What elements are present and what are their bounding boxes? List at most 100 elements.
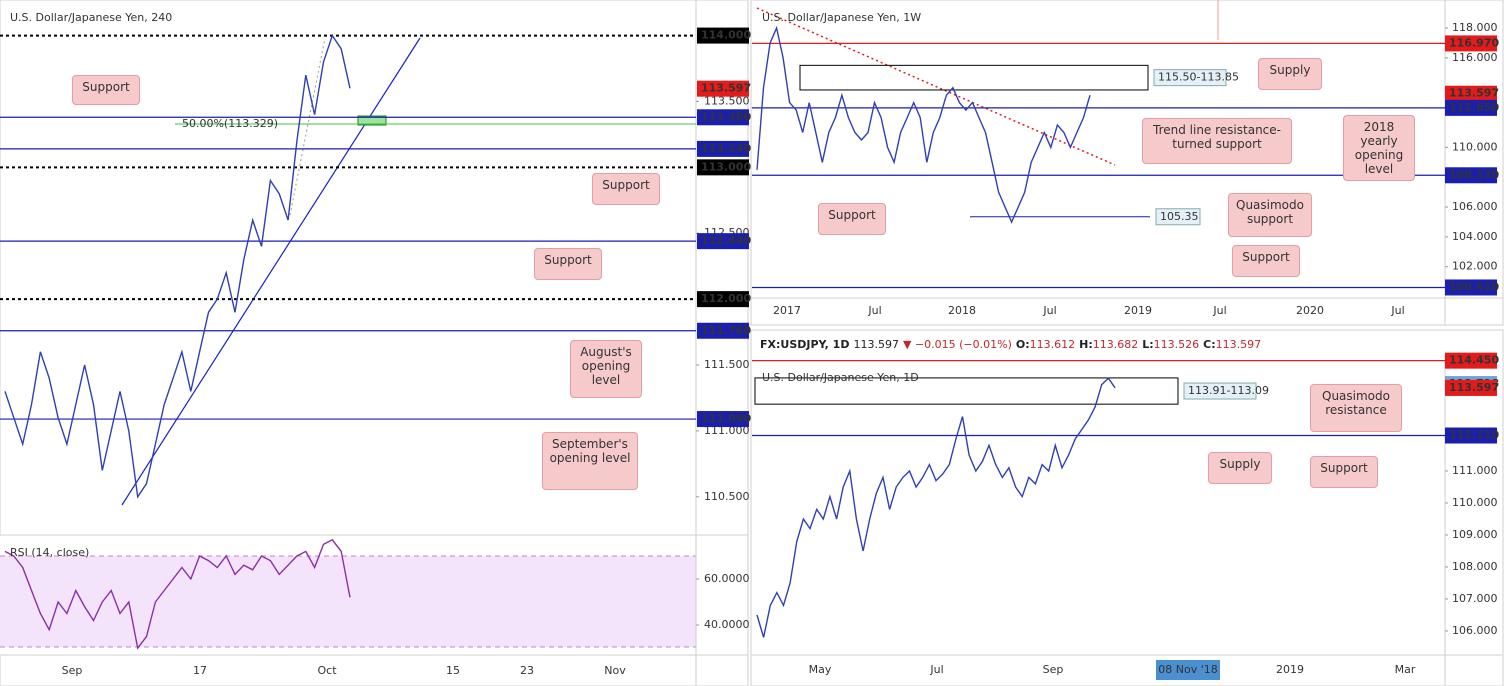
y-tick-label: 108.000 bbox=[1452, 560, 1498, 573]
x-tick-label: Nov bbox=[604, 664, 626, 677]
x-tick-label: 2017 bbox=[773, 304, 801, 317]
y-tick-label: 113.500 bbox=[704, 94, 750, 107]
callout: Trend line resistance-turned support bbox=[1142, 118, 1292, 164]
x-tick-label: Jul bbox=[1042, 304, 1056, 317]
price-line bbox=[756, 377, 1116, 638]
y-tick-label: 60.0000 bbox=[704, 572, 750, 585]
level-label: 114.000 bbox=[701, 29, 751, 42]
last-price: 113.597 bbox=[853, 338, 899, 351]
zone-label: 115.50-113.85 bbox=[1158, 71, 1239, 84]
x-tick-label: Jul bbox=[1390, 304, 1404, 317]
callout: September's opening level bbox=[542, 432, 638, 490]
level-label-box bbox=[697, 80, 749, 97]
y-tick-label: 110.000 bbox=[1452, 140, 1498, 153]
x-tick-label: 2018 bbox=[948, 304, 976, 317]
x-tick-label: 08 Nov '18 bbox=[1158, 663, 1217, 676]
rsi-band bbox=[0, 556, 696, 647]
y-tick-label: 106.000 bbox=[1452, 200, 1498, 213]
level-label: 112.000 bbox=[701, 292, 751, 305]
chart-title: U.S. Dollar/Japanese Yen, 1D bbox=[762, 371, 919, 384]
level-label: 105.35 bbox=[1160, 210, 1199, 223]
ohlc-value: 113.597 bbox=[1216, 338, 1262, 351]
callout: Support bbox=[534, 248, 602, 280]
cursor-date-box bbox=[1156, 660, 1220, 680]
callout: Support bbox=[1310, 456, 1378, 488]
y-tick-label: 102.000 bbox=[1452, 260, 1498, 273]
y-tick-label: 111.000 bbox=[1452, 464, 1498, 477]
y-tick-label: 40.0000 bbox=[704, 618, 750, 631]
level-label-box bbox=[697, 291, 749, 308]
y-tick-label: 110.500 bbox=[704, 490, 750, 503]
level-label: 113.380 bbox=[701, 110, 751, 123]
level-label: 114.450 bbox=[1449, 354, 1499, 367]
ohlc-label: O: bbox=[1016, 338, 1030, 351]
level-label: 113.597 bbox=[701, 82, 751, 95]
trend-line bbox=[756, 7, 1116, 166]
chart-title: U.S. Dollar/Japanese Yen, 240 bbox=[10, 11, 172, 24]
x-tick-label: Jul bbox=[929, 663, 943, 676]
x-tick-label: 2019 bbox=[1124, 304, 1152, 317]
x-tick-label: Jul bbox=[1212, 304, 1226, 317]
level-label-box bbox=[1445, 99, 1497, 116]
symbol: FX:USDJPY, 1D bbox=[760, 338, 849, 351]
level-label-box bbox=[1155, 208, 1201, 226]
callout: Support bbox=[1232, 245, 1300, 277]
x-tick-label: Jul bbox=[867, 304, 881, 317]
chart-title: U.S. Dollar/Japanese Yen, 1W bbox=[762, 11, 921, 24]
y-tick-label: 110.000 bbox=[1452, 496, 1498, 509]
target-box bbox=[357, 115, 387, 126]
ohlc-value: 113.682 bbox=[1093, 338, 1139, 351]
level-label: 100.610 bbox=[1449, 280, 1499, 293]
level-label: 108.130 bbox=[1449, 168, 1499, 181]
level-label-box bbox=[697, 159, 749, 176]
level-label: 111.760 bbox=[701, 324, 751, 337]
y-tick-label: 111.500 bbox=[704, 358, 750, 371]
callout: Supply bbox=[1258, 58, 1322, 90]
price-change: ▼ −0.015 (−0.01%) bbox=[903, 338, 1012, 351]
level-label-box bbox=[1445, 167, 1497, 184]
callout: Supply bbox=[1208, 452, 1272, 484]
symbol-header: FX:USDJPY, 1D 113.597 ▼ −0.015 (−0.01%) O:1… bbox=[760, 338, 1261, 351]
price-line bbox=[4, 538, 351, 650]
x-tick-label: 15 bbox=[446, 664, 460, 677]
y-tick-label: 116.000 bbox=[1452, 51, 1498, 64]
level-label-box bbox=[1445, 279, 1497, 296]
callout: August's opening level bbox=[570, 340, 642, 398]
x-tick-label: Oct bbox=[317, 664, 337, 677]
level-label: 113.597 bbox=[1449, 381, 1499, 394]
ohlc-label: H: bbox=[1079, 338, 1093, 351]
x-tick-label: Mar bbox=[1395, 663, 1416, 676]
fib-line bbox=[289, 37, 326, 216]
callout: Quasimodo support bbox=[1228, 193, 1312, 237]
callout: Quasimodo resistance bbox=[1310, 384, 1402, 432]
level-label-box bbox=[1445, 85, 1497, 102]
chart-title: RSI (14, close) bbox=[10, 546, 89, 559]
level-label-box bbox=[697, 233, 749, 250]
level-label: 113.140 bbox=[701, 142, 751, 155]
callout: 2018 yearly opening level bbox=[1343, 115, 1415, 181]
level-label-box bbox=[1445, 35, 1497, 52]
level-label: 113.000 bbox=[701, 160, 751, 173]
y-tick-label: 107.000 bbox=[1452, 592, 1498, 605]
level-label: 112.440 bbox=[701, 234, 751, 247]
supply-zone bbox=[754, 377, 1179, 405]
callout: Support bbox=[818, 203, 886, 235]
x-tick-label: 23 bbox=[520, 664, 534, 677]
ohlc-value: 113.612 bbox=[1030, 338, 1076, 351]
y-tick-label: 104.000 bbox=[1452, 230, 1498, 243]
x-tick-label: 2019 bbox=[1276, 663, 1304, 676]
level-label-box bbox=[1445, 379, 1497, 396]
level-label-box bbox=[697, 27, 749, 44]
fib-label: 50.00%(113.329) bbox=[182, 117, 278, 130]
ohlc-value: 113.526 bbox=[1154, 338, 1200, 351]
level-label: 113.597 bbox=[1449, 87, 1499, 100]
zone-label-box bbox=[1153, 69, 1227, 87]
level-label-box bbox=[697, 109, 749, 126]
y-tick-label: 109.000 bbox=[1452, 528, 1498, 541]
zone-label-box bbox=[1183, 382, 1257, 400]
level-label-box bbox=[697, 411, 749, 428]
level-label: 116.970 bbox=[1449, 36, 1499, 49]
y-tick-label: 118.000 bbox=[1452, 21, 1498, 34]
